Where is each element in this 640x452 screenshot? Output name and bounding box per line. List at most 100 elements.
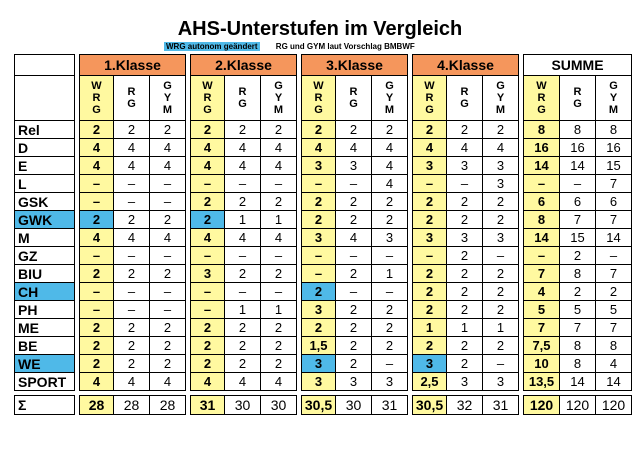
table-cell: 2: [190, 192, 225, 211]
sum-cell: 30: [224, 395, 261, 415]
table-cell: 14: [559, 156, 596, 175]
table-cell: 4: [149, 372, 186, 391]
table-cell: 3: [446, 156, 483, 175]
table-row: Rel 2 2 2 2 2 2 2 2 2 2 2 2 8 8 8: [14, 120, 632, 139]
table-cell: 2: [482, 120, 519, 139]
table-cell: 3: [301, 156, 336, 175]
group-header: 1.Klasse: [79, 54, 186, 76]
comparison-table: 1.Klasse 2.Klasse 3.Klasse 4.Klasse SUMME W R G…: [14, 54, 632, 415]
table-cell: 1: [371, 264, 408, 283]
table-cell: 2: [260, 354, 297, 373]
table-cell: 4: [79, 156, 114, 175]
row-label: Rel: [14, 120, 75, 139]
table-cell: –: [224, 246, 261, 265]
subtitle-plain: RG und GYM laut Vorschlag BMBWF: [275, 42, 415, 51]
table-cell: 5: [523, 300, 560, 319]
table-cell: 8: [595, 336, 632, 355]
table-cell: 2: [482, 282, 519, 301]
table-cell: –: [79, 300, 114, 319]
table-cell: 7: [595, 318, 632, 337]
table-row: L – – – – – – – –4– –3– –7: [14, 174, 632, 193]
table-cell: –: [79, 174, 114, 193]
table-cell: 7: [595, 264, 632, 283]
table-cell: 2: [482, 336, 519, 355]
table-row: GSK – – –2 2 2 2 2 2 2 2 2 6 6 6: [14, 192, 632, 211]
table-cell: 4: [412, 138, 447, 157]
table-cell: 4: [224, 372, 261, 391]
table-cell: 2: [482, 210, 519, 229]
table-cell: 2: [113, 318, 150, 337]
table-cell: 16: [559, 138, 596, 157]
table-cell: 3: [482, 174, 519, 193]
table-cell: 2: [335, 354, 372, 373]
table-cell: 6: [559, 192, 596, 211]
table-cell: 3: [412, 354, 447, 373]
row-label: WE: [14, 354, 75, 373]
table-cell: 2: [149, 318, 186, 337]
table-cell: –: [412, 174, 447, 193]
table-row: SPORT 4 4 4 4 4 4 3 3 3 2,5 3 3 13,5 14 14: [14, 372, 632, 391]
table-cell: 3: [371, 228, 408, 247]
table-cell: –: [260, 174, 297, 193]
table-cell: 4: [260, 156, 297, 175]
table-cell: 4: [371, 156, 408, 175]
table-cell: 2: [190, 336, 225, 355]
table-cell: –: [523, 174, 560, 193]
table-cell: 4: [190, 138, 225, 157]
table-cell: 2: [371, 210, 408, 229]
table-row: ME 2 2 2 2 2 2 2 2 2 1 1 1 7 7 7: [14, 318, 632, 337]
table-cell: 2: [371, 318, 408, 337]
table-cell: 8: [559, 354, 596, 373]
sum-cell: 32: [446, 395, 483, 415]
sum-cell: 31: [482, 395, 519, 415]
table-cell: 7,5: [523, 336, 560, 355]
table-cell: 7: [595, 174, 632, 193]
table-cell: 4: [79, 372, 114, 391]
table-cell: 2: [446, 354, 483, 373]
table-cell: 2: [224, 192, 261, 211]
table-cell: 2: [412, 336, 447, 355]
table-cell: 2: [79, 264, 114, 283]
table-cell: 1: [482, 318, 519, 337]
table-cell: –: [559, 174, 596, 193]
table-cell: 2: [335, 192, 372, 211]
table-cell: 6: [595, 192, 632, 211]
table-cell: –: [523, 246, 560, 265]
table-cell: 2: [301, 210, 336, 229]
table-cell: 14: [559, 372, 596, 391]
table-cell: –: [371, 354, 408, 373]
table-cell: 2: [559, 282, 596, 301]
table-cell: 2: [412, 120, 447, 139]
table-cell: 4: [149, 228, 186, 247]
row-label: SPORT: [14, 372, 75, 391]
table-cell: 2: [412, 192, 447, 211]
table-cell: 4: [335, 228, 372, 247]
table-cell: 3: [190, 264, 225, 283]
table-cell: 2: [190, 210, 225, 229]
table-cell: –: [190, 246, 225, 265]
corner-cell: [14, 75, 75, 121]
table-cell: 2: [446, 210, 483, 229]
table-cell: 4: [149, 156, 186, 175]
table-cell: –: [113, 246, 150, 265]
table-cell: 2: [482, 192, 519, 211]
table-cell: 3: [335, 156, 372, 175]
table-cell: –: [224, 174, 261, 193]
table-cell: 8: [559, 120, 596, 139]
table-cell: 5: [595, 300, 632, 319]
table-cell: 2: [113, 336, 150, 355]
table-cell: –: [149, 246, 186, 265]
table-cell: –: [149, 282, 186, 301]
table-cell: 13,5: [523, 372, 560, 391]
table-cell: 2: [335, 336, 372, 355]
table-cell: –: [595, 246, 632, 265]
table-cell: 2: [371, 300, 408, 319]
table-cell: –: [301, 246, 336, 265]
row-label: CH: [14, 282, 75, 301]
table-row: M 4 4 4 4 4 4 3 4 3 3 3 3 14 15 14: [14, 228, 632, 247]
table-cell: 3: [335, 372, 372, 391]
